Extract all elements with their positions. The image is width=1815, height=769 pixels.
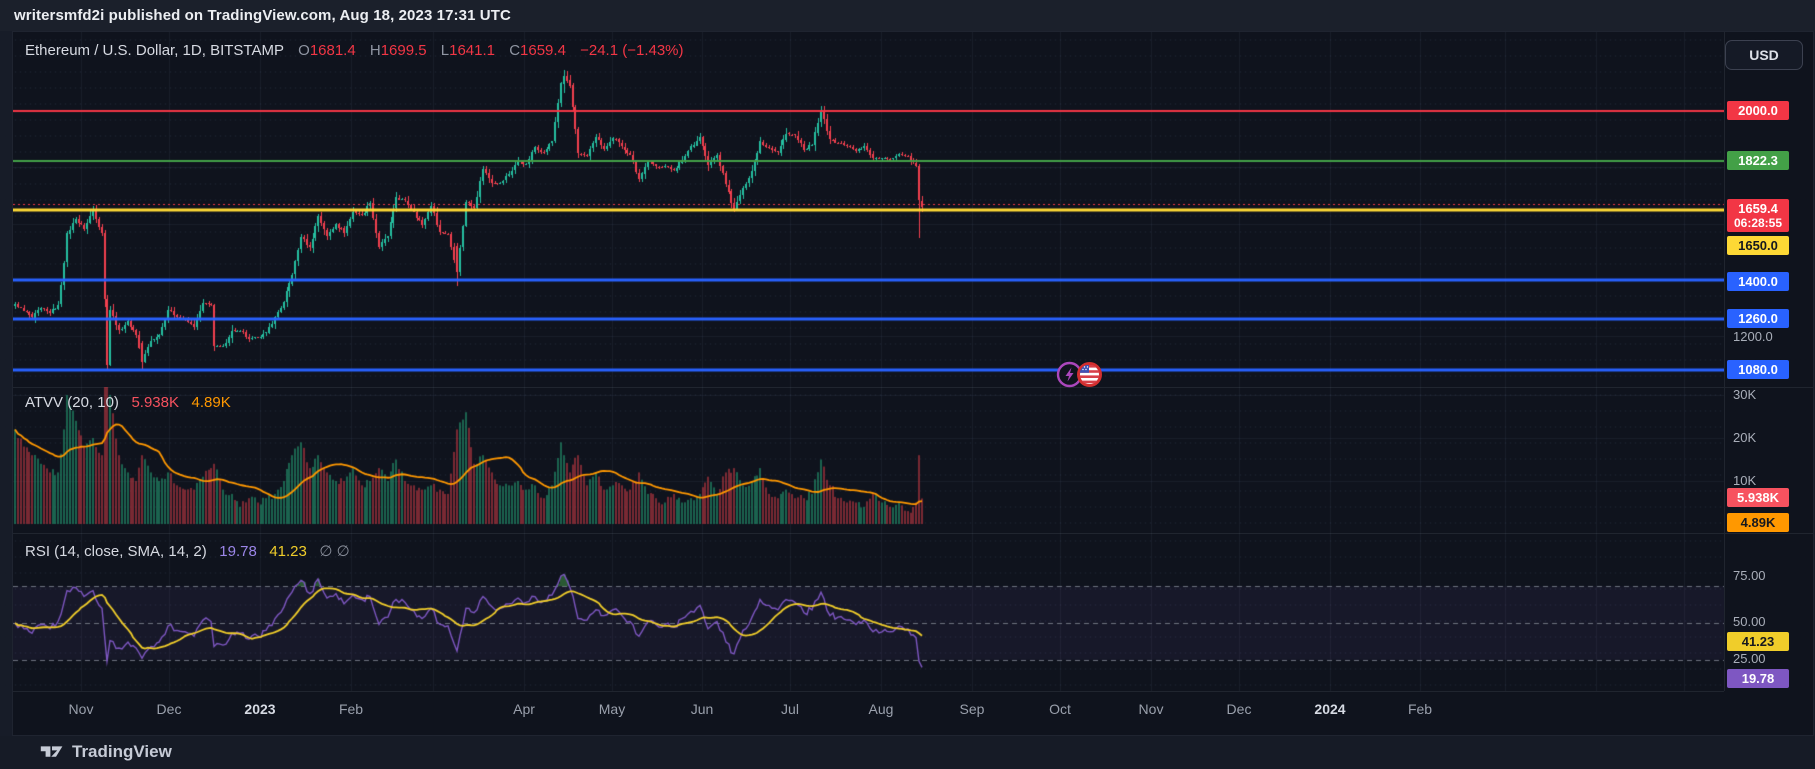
time-label-dec: Dec <box>156 701 182 717</box>
price-label-1822: 1822.3 <box>1727 151 1789 170</box>
price-label-1650: 1650.0 <box>1727 236 1789 255</box>
time-label-aug: Aug <box>868 701 894 717</box>
price-label-1260: 1260.0 <box>1727 309 1789 328</box>
open-label: O <box>298 42 310 59</box>
rsi-value-label: 19.78 <box>1727 669 1789 688</box>
currency-button[interactable]: USD <box>1725 40 1803 70</box>
high-label: H <box>369 42 381 59</box>
rsi-ma-label: 41.23 <box>1727 632 1789 651</box>
time-label-nov: Nov <box>68 701 94 717</box>
vol-grid-30k: 30K <box>1733 387 1757 402</box>
brand-bar: TradingView <box>0 736 1815 769</box>
low-label: L <box>440 42 450 59</box>
brand-name: TradingView <box>72 742 172 761</box>
publish-info-text: writersmfd2i published on TradingView.co… <box>14 7 511 24</box>
time-label-2024: 2024 <box>1314 701 1346 717</box>
time-label-oct: Oct <box>1049 701 1071 717</box>
symbol-legend[interactable]: Ethereum / U.S. Dollar, 1D, BITSTAMP O16… <box>25 42 684 59</box>
time-label-dec: Dec <box>1226 701 1252 717</box>
time-label-2023: 2023 <box>244 701 276 717</box>
time-label-jul: Jul <box>781 701 799 717</box>
rsi-grid-25: 25.00 <box>1733 651 1766 666</box>
time-label-feb: Feb <box>338 701 364 717</box>
current-price-label: 1659.4 06:28:55 <box>1727 199 1789 232</box>
close-value: 1659.4 <box>520 42 566 59</box>
time-label-sep: Sep <box>959 701 985 717</box>
time-label-apr: Apr <box>513 701 535 717</box>
time-label-jun: Jun <box>690 701 714 717</box>
time-label-may: May <box>598 701 626 717</box>
grid-label-1200: 1200.0 <box>1733 329 1773 344</box>
rsi-chart-canvas[interactable] <box>13 533 1724 691</box>
volume-pane[interactable]: ATVV (20, 10) 5.938K 4.89K <box>13 387 1724 533</box>
tradingview-link[interactable]: TradingView <box>40 741 172 763</box>
publish-topbar: writersmfd2i published on TradingView.co… <box>0 0 1815 31</box>
price-label-1080: 1080.0 <box>1727 360 1789 379</box>
open-value: 1681.4 <box>309 42 356 59</box>
volume-current-value: 5.938K <box>131 394 179 411</box>
price-chart-canvas[interactable] <box>13 32 1724 387</box>
rsi-ma-value: 41.23 <box>269 543 307 560</box>
rsi-pane[interactable]: RSI (14, close, SMA, 14, 2) 19.78 41.23 … <box>13 533 1724 691</box>
time-label-nov: Nov <box>1138 701 1164 717</box>
us-flag-event-icon[interactable] <box>1076 361 1103 388</box>
symbol-title: Ethereum / U.S. Dollar, 1D, BITSTAMP <box>25 42 284 59</box>
time-label-feb: Feb <box>1407 701 1433 717</box>
rsi-grid-50: 50.00 <box>1733 614 1766 629</box>
high-value: 1699.5 <box>380 42 427 59</box>
vol-grid-10k: 10K <box>1733 473 1757 488</box>
rsi-indicator-title: RSI (14, close, SMA, 14, 2) <box>25 543 207 560</box>
change-value: −24.1 (−1.43%) <box>580 42 684 59</box>
rsi-grid-75: 75.00 <box>1733 568 1766 583</box>
close-label: C <box>509 42 521 59</box>
tradingview-logo-icon <box>40 746 63 757</box>
volume-chart-canvas[interactable] <box>13 387 1724 533</box>
volume-ma-value: 4.89K <box>191 394 231 411</box>
rsi-null-values: ∅ ∅ <box>319 543 350 560</box>
rsi-indicator-legend[interactable]: RSI (14, close, SMA, 14, 2) 19.78 41.23 … <box>25 542 350 560</box>
low-value: 1641.1 <box>449 42 496 59</box>
volume-indicator-title: ATVV (20, 10) <box>25 394 119 411</box>
time-axis[interactable]: Nov Dec 2023 Feb Apr May Jun Jul Aug Sep Oct Nov Dec… <box>13 691 1724 728</box>
volume-indicator-legend[interactable]: ATVV (20, 10) 5.938K 4.89K <box>25 394 231 411</box>
vol-ma-label: 4.89K <box>1727 513 1789 532</box>
price-pane[interactable] <box>13 32 1724 387</box>
vol-grid-20k: 20K <box>1733 430 1757 445</box>
price-label-1400: 1400.0 <box>1727 272 1789 291</box>
price-scale[interactable]: 2000.0 1822.3 1659.4 06:28:55 1650.0 1400.0 12… <box>1724 32 1815 691</box>
vol-value-label: 5.938K <box>1727 488 1789 507</box>
rsi-current-value: 19.78 <box>219 543 257 560</box>
price-label-2000: 2000.0 <box>1727 101 1789 120</box>
chart-widget: Ethereum / U.S. Dollar, 1D, BITSTAMP O16… <box>12 31 1814 736</box>
